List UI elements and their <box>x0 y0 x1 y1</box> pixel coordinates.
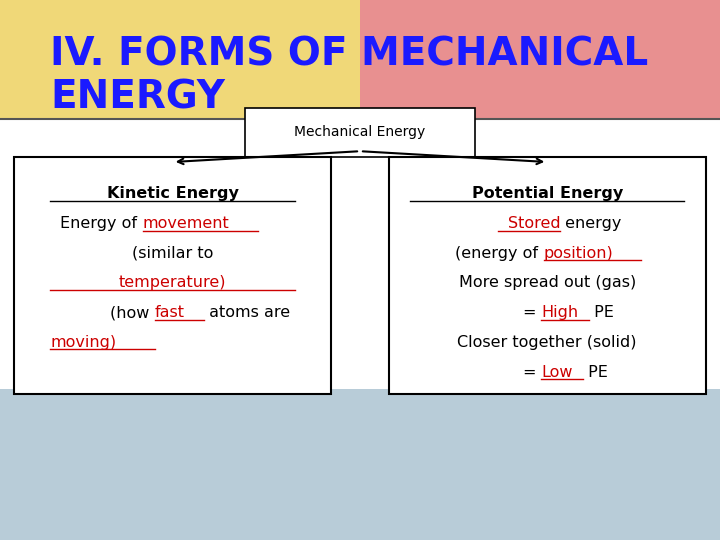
FancyBboxPatch shape <box>389 157 706 394</box>
Text: PE: PE <box>589 305 614 320</box>
FancyBboxPatch shape <box>14 157 331 394</box>
Text: High: High <box>541 305 579 320</box>
Text: IV. FORMS OF MECHANICAL: IV. FORMS OF MECHANICAL <box>50 35 649 73</box>
Text: energy: energy <box>560 216 621 231</box>
Text: Stored: Stored <box>508 216 560 231</box>
FancyBboxPatch shape <box>245 108 475 157</box>
Text: =: = <box>523 364 541 380</box>
Text: Low: Low <box>541 364 573 380</box>
Text: Closer together (solid): Closer together (solid) <box>457 335 637 350</box>
Text: (energy of: (energy of <box>456 246 544 261</box>
Text: PE: PE <box>583 364 608 380</box>
FancyBboxPatch shape <box>0 0 360 119</box>
Text: Mechanical Energy: Mechanical Energy <box>294 125 426 139</box>
Text: =: = <box>523 305 541 320</box>
Text: (how: (how <box>110 305 155 320</box>
Text: atoms are: atoms are <box>204 305 290 320</box>
FancyBboxPatch shape <box>360 0 720 119</box>
Text: ENERGY: ENERGY <box>50 78 225 116</box>
Text: Potential Energy: Potential Energy <box>472 186 623 201</box>
Text: Kinetic Energy: Kinetic Energy <box>107 186 239 201</box>
Text: (similar to: (similar to <box>132 246 214 261</box>
FancyBboxPatch shape <box>0 389 720 540</box>
Text: movement: movement <box>143 216 229 231</box>
Text: Energy of: Energy of <box>60 216 143 231</box>
Text: temperature): temperature) <box>119 275 227 291</box>
FancyBboxPatch shape <box>0 119 720 389</box>
Text: More spread out (gas): More spread out (gas) <box>459 275 636 291</box>
Text: moving): moving) <box>50 335 117 350</box>
Text: position): position) <box>544 246 613 261</box>
Text: fast: fast <box>155 305 185 320</box>
